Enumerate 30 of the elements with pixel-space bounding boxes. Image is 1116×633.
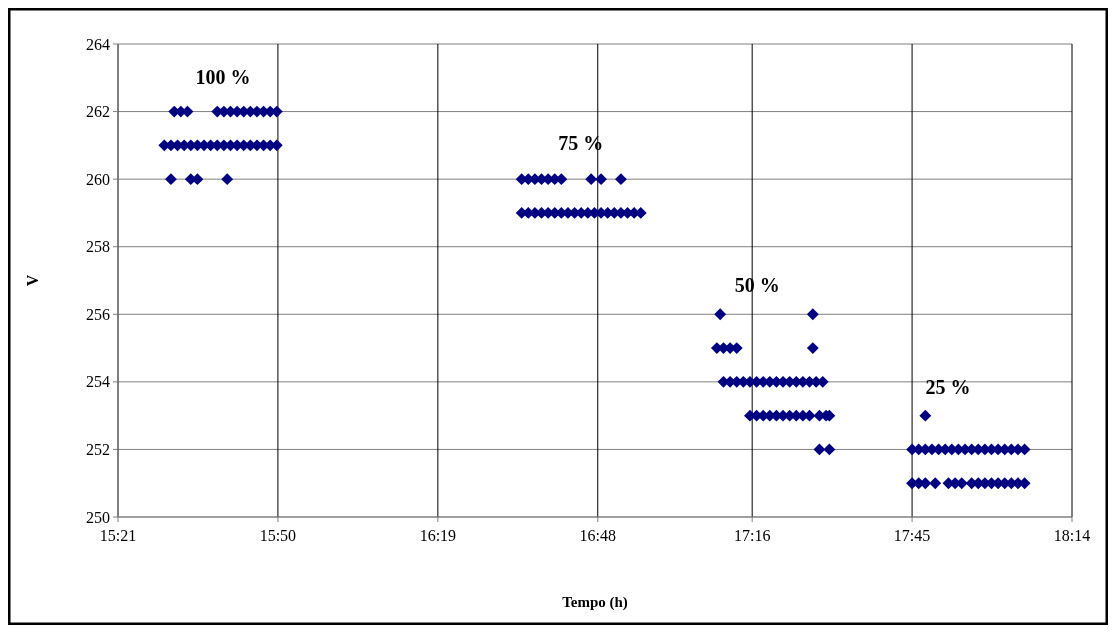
point <box>919 409 932 422</box>
x-tick-label: 17:16 <box>733 527 771 544</box>
point <box>165 173 177 186</box>
x-tick-label: 16:19 <box>419 527 457 544</box>
x-axis-title: Tempo (h) <box>562 594 628 611</box>
point <box>714 308 727 321</box>
y-tick-label: 264 <box>86 35 110 53</box>
x-tick-label: 17:45 <box>893 527 931 544</box>
y-tick-label: 258 <box>86 238 110 256</box>
point <box>806 342 819 355</box>
point <box>823 443 836 456</box>
y-tick-label: 256 <box>86 305 110 323</box>
point <box>813 443 826 456</box>
x-tick-label: 15:50 <box>259 527 297 544</box>
y-tick-label: 262 <box>86 103 110 121</box>
x-tick-label: 15:21 <box>99 527 137 544</box>
y-axis-title: V <box>24 274 41 287</box>
point <box>614 173 627 186</box>
annotation: 25 % <box>925 375 971 398</box>
y-tick-label: 260 <box>86 170 110 188</box>
y-tick-label: 250 <box>86 508 110 526</box>
x-tick-label: 18:14 <box>1053 527 1091 544</box>
point <box>221 173 234 186</box>
annotation: 100 % <box>195 66 251 89</box>
point <box>929 477 942 490</box>
y-tick-label: 252 <box>86 441 110 459</box>
x-tick-label: 16:48 <box>579 527 616 544</box>
point <box>806 308 819 321</box>
point <box>595 173 608 186</box>
y-tick-label: 254 <box>86 373 110 391</box>
